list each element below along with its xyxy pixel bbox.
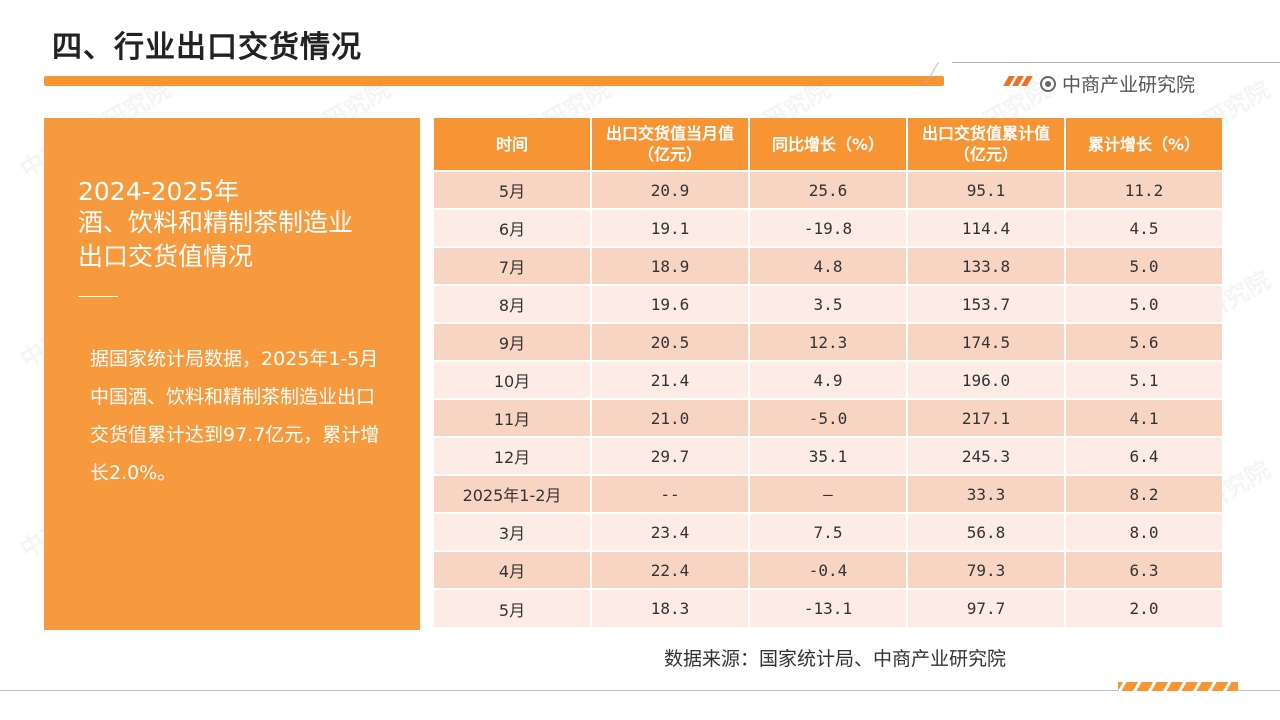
table-cell: 12月 [434, 436, 592, 475]
table-cell: 196.0 [907, 360, 1066, 399]
header-cumulative-value: 出口交货值累计值（亿元） [907, 118, 1066, 171]
table-cell: 10月 [434, 360, 592, 399]
table-cell: -5.0 [749, 398, 908, 437]
summary-body: 据国家统计局数据，2025年1-5月中国酒、饮料和精制茶制造业出口交货值累计达到… [90, 348, 380, 484]
table-cell: 95.1 [907, 170, 1066, 209]
footer-divider [0, 690, 1280, 691]
table-cell: 21.0 [591, 398, 750, 437]
table-cell: 4.5 [1065, 208, 1222, 247]
table-header-row: 时间 出口交货值当月值（亿元） 同比增长（%） 出口交货值累计值（亿元） 累计增… [434, 118, 1222, 171]
table-row: 12月 29.7 35.1 245.3 6.4 [434, 436, 1222, 475]
table-cell: 22.4 [591, 550, 750, 589]
table-cell: 11.2 [1065, 170, 1222, 209]
table-cell: -13.1 [749, 588, 908, 627]
table-cell: 33.3 [907, 474, 1066, 513]
table-cell: 19.1 [591, 208, 750, 247]
summary-year-range: 2024-2025年 [78, 177, 240, 206]
table-cell: 8.0 [1065, 512, 1222, 551]
table-cell: 79.3 [907, 550, 1066, 589]
table-cell: 4.1 [1065, 398, 1222, 437]
header-accent-stripes [1003, 76, 1033, 86]
table-row: 4月 22.4 -0.4 79.3 6.3 [434, 550, 1222, 589]
header-cumulative-growth: 累计增长（%） [1065, 118, 1222, 171]
table-cell: 114.4 [907, 208, 1066, 247]
brand-name: 中商产业研究院 [1062, 74, 1196, 96]
table-cell: 5.0 [1065, 246, 1222, 285]
table-cell: -0.4 [749, 550, 908, 589]
summary-panel: 2024-2025年 酒、饮料和精制茶制造业 出口交货值情况 据国家统计局数据，… [44, 118, 420, 630]
table-row: 3月 23.4 7.5 56.8 8.0 [434, 512, 1222, 551]
table-cell: 153.7 [907, 284, 1066, 323]
page-title: 四、行业出口交货情况 [52, 30, 362, 65]
table-row: 6月 19.1 -19.8 114.4 4.5 [434, 208, 1222, 247]
table-cell: 18.3 [591, 588, 750, 627]
table-cell: 7月 [434, 246, 592, 285]
table-cell: 35.1 [749, 436, 908, 475]
table-cell: 9月 [434, 322, 592, 361]
table-cell: 5.0 [1065, 284, 1222, 323]
table-cell: 133.8 [907, 246, 1066, 285]
target-icon [1040, 75, 1056, 92]
table-cell: 11月 [434, 398, 592, 437]
table-cell: 4.9 [749, 360, 908, 399]
table-row: 11月 21.0 -5.0 217.1 4.1 [434, 398, 1222, 437]
table-cell: 21.4 [591, 360, 750, 399]
table-cell: 7.5 [749, 512, 908, 551]
table-row: 10月 21.4 4.9 196.0 5.1 [434, 360, 1222, 399]
summary-divider [78, 296, 118, 297]
summary-subtitle-line1: 酒、饮料和精制茶制造业 [78, 208, 354, 237]
table-cell: 6.3 [1065, 550, 1222, 589]
brand-logo: 中商产业研究院 [1040, 70, 1195, 97]
table-cell: 19.6 [591, 284, 750, 323]
table-row: 9月 20.5 12.3 174.5 5.6 [434, 322, 1222, 361]
table-cell: 5.6 [1065, 322, 1222, 361]
table-cell: -- [591, 474, 750, 513]
table-cell: 245.3 [907, 436, 1066, 475]
table-cell: 8月 [434, 284, 592, 323]
table-cell: 29.7 [591, 436, 750, 475]
table-cell: 4.8 [749, 246, 908, 285]
table-cell: 23.4 [591, 512, 750, 551]
table-cell: 12.3 [749, 322, 908, 361]
table-cell: — [749, 474, 908, 513]
table-cell: 56.8 [907, 512, 1066, 551]
table-cell: 97.7 [907, 588, 1066, 627]
export-data-table: 时间 出口交货值当月值（亿元） 同比增长（%） 出口交货值累计值（亿元） 累计增… [434, 118, 1222, 627]
table-cell: 174.5 [907, 322, 1066, 361]
table-cell: 20.9 [591, 170, 750, 209]
table-cell: 6月 [434, 208, 592, 247]
table-cell: 217.1 [907, 398, 1066, 437]
title-underline-bar [44, 76, 944, 86]
table-row: 7月 18.9 4.8 133.8 5.0 [434, 246, 1222, 285]
data-source-note: 数据来源：国家统计局、中商产业研究院 [664, 648, 1007, 670]
table-cell: 5月 [434, 588, 592, 627]
table-row: 2025年1-2月 -- —33.3 8.2 [434, 474, 1222, 513]
table-cell: 20.5 [591, 322, 750, 361]
table-cell: 3月 [434, 512, 592, 551]
table-row: 5月 20.9 25.6 95.1 11.2 [434, 170, 1222, 209]
header-time: 时间 [434, 118, 592, 171]
header-yoy-growth: 同比增长（%） [749, 118, 908, 171]
table-cell: 5.1 [1065, 360, 1222, 399]
table-cell: 8.2 [1065, 474, 1222, 513]
table-row: 8月 19.6 3.5 153.7 5.0 [434, 284, 1222, 323]
table-cell: 2.0 [1065, 588, 1222, 627]
table-cell: 2025年1-2月 [434, 474, 592, 513]
footer-accent-stripes [1118, 682, 1238, 691]
table-row: 5月 18.3 -13.1 97.7 2.0 [434, 588, 1222, 627]
table-cell: 18.9 [591, 246, 750, 285]
summary-subtitle: 酒、饮料和精制茶制造业 出口交货值情况 [78, 206, 353, 274]
header-divider [952, 62, 1280, 63]
table-cell: 3.5 [749, 284, 908, 323]
table-cell: 6.4 [1065, 436, 1222, 475]
table-cell: 5月 [434, 170, 592, 209]
header-monthly-value: 出口交货值当月值（亿元） [591, 118, 750, 171]
table-cell: 4月 [434, 550, 592, 589]
summary-subtitle-line2: 出口交货值情况 [78, 242, 254, 271]
table-cell: 25.6 [749, 170, 908, 209]
table-cell: -19.8 [749, 208, 908, 247]
